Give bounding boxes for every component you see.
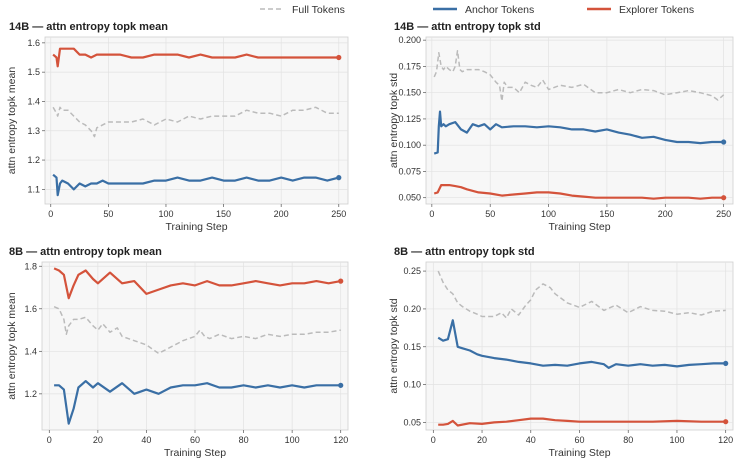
panel-title: 8B — attn entropy topk mean [9,246,162,258]
legend-item: Full Tokens [260,4,345,16]
series-end-marker [721,139,727,145]
plot-area [44,36,349,205]
ytick-label: 0.05 [403,417,421,427]
xtick-label: 120 [718,435,733,445]
xtick-label: 80 [239,435,249,445]
ytick-label: 0.25 [403,266,421,276]
x-axis-label: Training Step [165,221,227,233]
ytick-label: 1.6 [24,304,37,314]
series-line [433,49,725,102]
x-axis-label: Training Step [548,221,610,233]
series-end-marker [336,175,342,181]
ytick-label: 1.4 [24,346,37,356]
xtick-label: 150 [216,209,231,219]
plot-area [425,36,734,205]
series-line [433,184,724,200]
ytick-label: 1.8 [24,261,37,271]
xtick-label: 40 [141,435,151,445]
chart-panel: 14B — attn entropy topk std 0.050 0.075 0.1… [388,21,734,233]
y-axis-label: attn entropy topk mean [6,292,18,400]
series-line [52,47,339,68]
ytick-label: 1.3 [27,126,40,136]
xtick-label: 0 [47,435,52,445]
panel-title: 8B — attn entropy topk std [394,246,535,258]
ytick-label: 0.100 [398,140,421,150]
xtick-label: 200 [274,209,289,219]
chart-panel: 8B — attn entropy topk mean 1.2 1.4 1.6 1.8 0… [6,246,349,459]
series-line [52,106,339,138]
ytick-label: 1.4 [27,96,40,106]
legend-item: Anchor Tokens [433,4,534,16]
chart-panel: 8B — attn entropy topk std 0.05 0.10 0.15 0.… [388,246,734,459]
y-axis-label: attn entropy topk mean [6,67,18,175]
xtick-label: 60 [574,435,584,445]
xtick-label: 100 [669,435,684,445]
series-line [433,110,724,155]
panel-title: 14B — attn entropy topk mean [9,21,168,33]
x-axis-label: Training Step [548,447,610,459]
xtick-label: 0 [429,209,434,219]
xtick-label: 120 [333,435,348,445]
legend-label: Explorer Tokens [619,4,694,16]
xtick-label: 0 [431,435,436,445]
series-line [52,173,340,197]
series-end-marker [338,278,344,284]
ytick-label: 1.2 [24,389,37,399]
series-line [438,417,726,427]
legend: Full Tokens Anchor Tokens Explorer Tokens [260,4,694,16]
series-end-marker [336,54,342,61]
ytick-label: 0.125 [398,114,421,124]
ytick-label: 1.5 [27,67,40,77]
series-end-marker [338,382,344,388]
series-end-marker [723,419,729,425]
xtick-label: 100 [541,209,556,219]
legend-label: Full Tokens [292,4,345,16]
chart-panels: 14B — attn entropy topk mean 1.1 1.2 1.3 1.4… [6,21,734,459]
xtick-label: 50 [485,209,495,219]
series-line [53,306,341,355]
series-end-marker [723,360,729,367]
ytick-label: 1.1 [27,184,40,194]
ytick-label: 0.150 [398,88,421,98]
y-axis-label: attn entropy topk std [388,298,400,393]
ytick-label: 0.200 [398,35,421,45]
chart-panel: 14B — attn entropy topk mean 1.1 1.2 1.3 1.4… [6,21,349,233]
series-line [54,380,341,425]
series-line [437,270,726,319]
xtick-label: 50 [103,209,113,219]
xtick-label: 100 [158,209,173,219]
ytick-label: 0.075 [398,166,421,176]
xtick-label: 0 [48,209,53,219]
ytick-label: 0.175 [398,61,421,71]
series-end-marker [721,195,727,201]
ytick-label: 0.15 [403,342,421,352]
xtick-label: 250 [331,209,346,219]
ytick-label: 0.050 [398,193,421,203]
ytick-label: 1.2 [27,155,40,165]
series-line [437,319,726,369]
xtick-label: 100 [285,435,300,445]
ytick-label: 0.10 [403,380,421,390]
ytick-label: 0.20 [403,304,421,314]
y-axis-label: attn entropy topk std [388,73,400,168]
ytick-label: 1.6 [27,38,40,48]
xtick-label: 20 [477,435,487,445]
xtick-label: 250 [716,209,731,219]
xtick-label: 150 [599,209,614,219]
legend-label: Anchor Tokens [465,4,534,16]
xtick-label: 60 [190,435,200,445]
xtick-label: 200 [658,209,673,219]
legend-item: Explorer Tokens [587,4,694,16]
xtick-label: 40 [526,435,536,445]
xtick-label: 80 [623,435,633,445]
panel-title: 14B — attn entropy topk std [394,21,541,33]
x-axis-label: Training Step [164,447,226,459]
series-line [53,267,341,300]
xtick-label: 20 [93,435,103,445]
